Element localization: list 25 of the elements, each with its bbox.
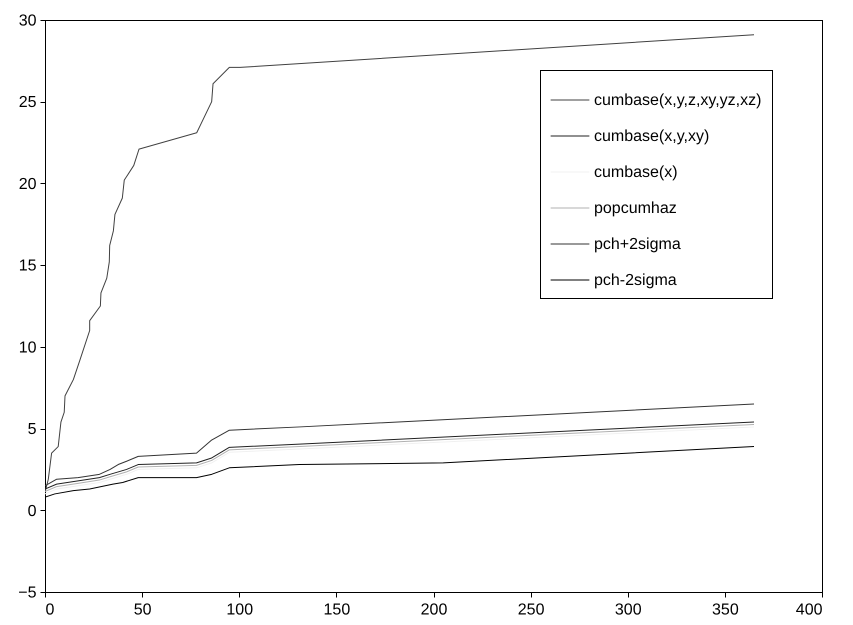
y-tick-label: 25 xyxy=(18,94,37,112)
y-tick-label: 15 xyxy=(18,258,37,275)
x-tick-label: 0 xyxy=(46,602,54,618)
x-tick-label: 250 xyxy=(518,602,545,618)
legend-label: cumbase(x) xyxy=(594,164,678,181)
y-tick-label: 30 xyxy=(18,12,37,30)
y-tick-label: 10 xyxy=(18,339,37,356)
x-tick-label: 100 xyxy=(226,602,254,618)
x-tick-label: 400 xyxy=(796,602,823,618)
x-tick-label: 50 xyxy=(134,602,152,618)
y-tick-label: 20 xyxy=(18,176,37,193)
y-tick-label: 5 xyxy=(28,421,37,438)
legend-label: pch+2sigma xyxy=(594,236,681,253)
legend-label: pch-2sigma xyxy=(594,272,677,289)
x-tick-label: 150 xyxy=(324,602,350,618)
legend-label: cumbase(x,y,xy) xyxy=(594,128,710,145)
x-tick-label: 300 xyxy=(614,602,642,618)
legend-label: cumbase(x,y,z,xy,yz,xz) xyxy=(594,92,762,109)
line-series xyxy=(45,446,755,498)
legend-label: popcumhaz xyxy=(594,200,677,217)
line-series xyxy=(45,404,755,486)
x-tick-label: 200 xyxy=(420,602,448,618)
y-tick-label: 0 xyxy=(28,502,37,520)
x-tick-label: 350 xyxy=(712,602,739,618)
y-tick-label: −5 xyxy=(18,584,37,602)
